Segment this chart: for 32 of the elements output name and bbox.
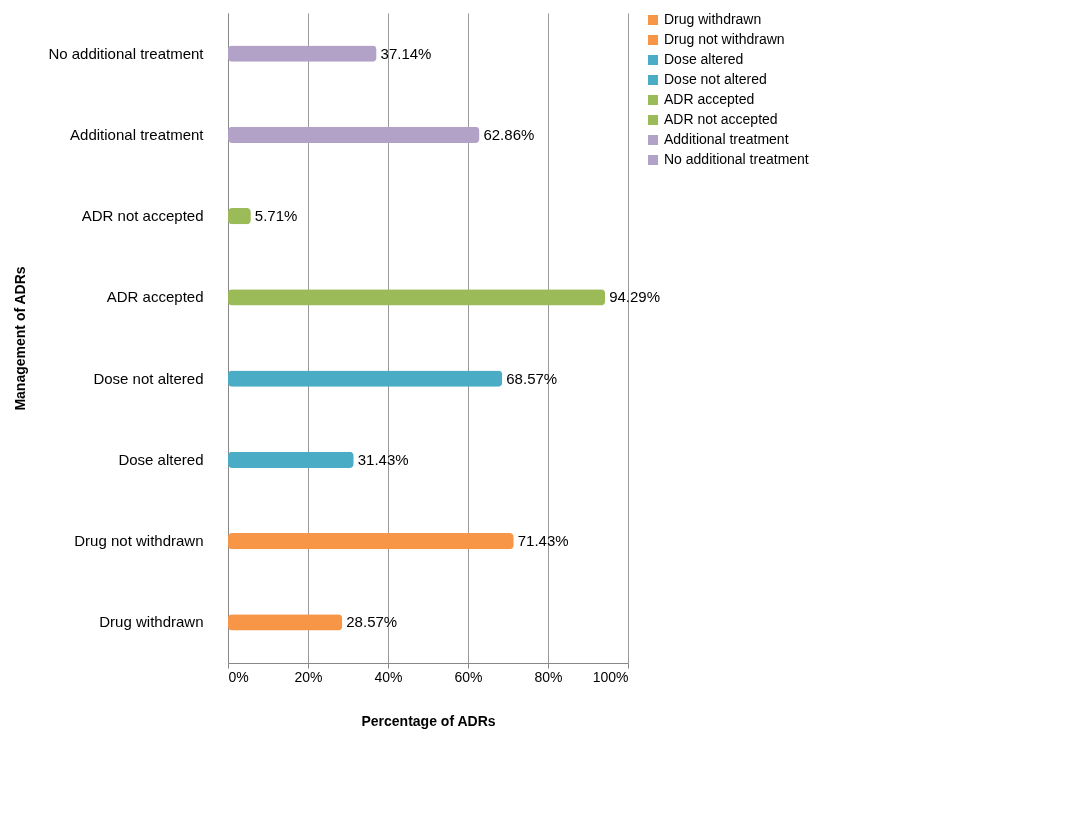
legend-label: Drug withdrawn [664, 11, 762, 27]
data-label: 28.57% [346, 613, 398, 631]
data-label: 5.71% [254, 207, 298, 225]
legend-label: ADR not accepted [664, 111, 778, 127]
data-label: 71.43% [517, 532, 569, 550]
y-tick-label: Dose altered [118, 450, 204, 468]
legend-label: Drug not withdrawn [664, 31, 785, 47]
legend-label: Dose altered [664, 51, 744, 67]
legend-label: No additional treatment [664, 151, 809, 167]
x-tick-label: 0% [228, 668, 249, 685]
y-tick-label: Drug withdrawn [99, 613, 204, 631]
legend-label: ADR accepted [664, 91, 755, 107]
x-tick-label: 20% [294, 668, 323, 685]
y-tick-label: Additional treatment [70, 125, 205, 143]
data-label: 68.57% [506, 369, 558, 387]
y-axis-title: Management of ADRs [12, 266, 29, 411]
y-tick-label: Dose not altered [93, 369, 204, 387]
y-tick-label: ADR not accepted [81, 207, 204, 225]
legend-label: Dose not altered [664, 71, 767, 87]
y-tick-label: Drug not withdrawn [74, 532, 204, 550]
legend-label: Additional treatment [664, 131, 789, 147]
y-tick-label: No additional treatment [48, 44, 205, 62]
x-tick-label: 60% [454, 668, 483, 685]
data-label: 94.29% [609, 288, 661, 306]
x-tick-label: 40% [374, 668, 403, 685]
data-label: 31.43% [357, 450, 409, 468]
x-tick-label: 100% [592, 668, 629, 685]
x-tick-label: 80% [534, 668, 563, 685]
data-label: 62.86% [483, 125, 535, 143]
x-axis-title: Percentage of ADRs [361, 712, 496, 729]
data-label: 37.14% [380, 44, 432, 62]
y-tick-label: ADR accepted [106, 288, 204, 306]
